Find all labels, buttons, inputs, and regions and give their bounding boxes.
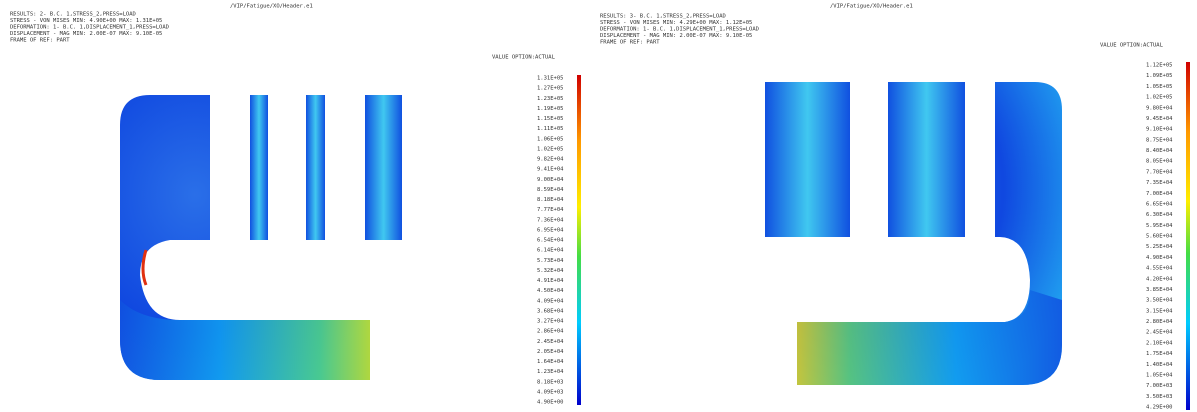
scale-label: 4.90E+04 — [1146, 255, 1173, 261]
legend-label: VALUE OPTION:ACTUAL — [1100, 43, 1164, 49]
scale-label: 4.90E+00 — [537, 400, 564, 406]
scale-label: 6.95E+04 — [537, 227, 564, 233]
scale-label: 1.23E+04 — [537, 369, 564, 375]
scale-label: 1.31E+05 — [537, 76, 564, 82]
scale-label: 8.18E+04 — [537, 197, 564, 203]
scale-label: 1.12E+05 — [1146, 63, 1173, 69]
scale-label: 2.80E+04 — [1146, 319, 1173, 325]
scale-label: 6.54E+04 — [537, 238, 564, 244]
scale-label: 2.05E+04 — [537, 349, 564, 355]
scale-label: 2.45E+04 — [1146, 330, 1173, 336]
scale-label: 1.27E+05 — [537, 86, 564, 92]
scale-label: 6.65E+04 — [1146, 201, 1173, 207]
plot-title: /VIP/Fatigue/XO/Header.e1 — [830, 4, 913, 10]
scale-label: 8.18E+03 — [537, 379, 564, 385]
scale-label: 2.10E+04 — [1146, 340, 1173, 346]
scale-label: 9.41E+04 — [537, 167, 564, 173]
scale-label: 4.20E+04 — [1146, 276, 1173, 282]
scale-label: 8.59E+04 — [537, 187, 564, 193]
scale-label: 9.82E+04 — [537, 157, 564, 163]
part-slab — [765, 82, 850, 237]
scale-label: 4.55E+04 — [1146, 266, 1173, 272]
part-slab — [888, 82, 965, 237]
part-arm — [797, 290, 1062, 385]
scale-label: 3.15E+04 — [1146, 308, 1173, 314]
scale-label: 7.35E+04 — [1146, 180, 1173, 186]
scale-label: 9.45E+04 — [1146, 116, 1173, 122]
hot-spot — [143, 250, 146, 285]
scale-label: 7.77E+04 — [537, 207, 564, 213]
scale-label: 5.32E+04 — [537, 268, 564, 274]
scale-label: 1.02E+05 — [537, 146, 564, 152]
scale-label: 1.15E+05 — [537, 116, 564, 122]
page: /VIP/Fatigue/XO/Header.e1 RESULTS: 2- B.C… — [0, 0, 1197, 412]
scale-label: 7.00E+04 — [1146, 191, 1173, 197]
legend-label: VALUE OPTION:ACTUAL — [492, 55, 556, 61]
scale-label: 4.09E+03 — [537, 389, 564, 395]
scale-label: 1.05E+04 — [1146, 372, 1173, 378]
scale-label: 1.75E+04 — [1146, 351, 1173, 357]
scale-label: 6.30E+04 — [1146, 212, 1173, 218]
scale-label: 8.75E+04 — [1146, 137, 1173, 143]
scale-label: 4.09E+04 — [537, 298, 564, 304]
plot-title: /VIP/Fatigue/XO/Header.e1 — [230, 4, 313, 10]
scale-label: 7.70E+04 — [1146, 169, 1173, 175]
part-slab — [306, 95, 325, 240]
scale-label: 1.02E+05 — [1146, 95, 1173, 101]
scale-label: 3.50E+03 — [1146, 394, 1173, 400]
header-line: RESULTS: 3- B.C. 1,STRESS_2,PRESS=LOAD — [600, 14, 726, 20]
part-slab — [365, 95, 402, 240]
part-arm — [120, 300, 370, 380]
color-bar — [1186, 62, 1190, 410]
scale-label: 1.11E+05 — [537, 126, 564, 132]
scale-label: 4.29E+00 — [1146, 405, 1173, 411]
scale-label: 3.27E+04 — [537, 319, 564, 325]
scale-label: 1.05E+05 — [1146, 84, 1173, 90]
scale-label: 6.14E+04 — [537, 248, 564, 254]
scale-label: 5.95E+04 — [1146, 223, 1173, 229]
scale-label: 4.91E+04 — [537, 278, 564, 284]
scale-label: 9.10E+04 — [1146, 127, 1173, 133]
header-line: DISPLACEMENT - MAG MIN: 2.00E-07 MAX: 9.… — [600, 33, 752, 39]
header-line: STRESS - VON MISES MIN: 4.29E+00 MAX: 1.… — [600, 20, 752, 26]
header-line: DEFORMATION: 1- B.C. 1,DISPLACEMENT_1,PR… — [600, 27, 759, 33]
header-line: STRESS - VON MISES MIN: 4.90E+00 MAX: 1.… — [10, 18, 162, 24]
scale-label: 3.50E+04 — [1146, 298, 1173, 304]
scale-label: 8.05E+04 — [1146, 159, 1173, 165]
scale-label: 1.23E+05 — [537, 96, 564, 102]
scale-label: 8.40E+04 — [1146, 148, 1173, 154]
scale-label: 9.80E+04 — [1146, 105, 1173, 111]
scale-label: 2.45E+04 — [537, 339, 564, 345]
header-line: RESULTS: 2- B.C. 1,STRESS_2,PRESS=LOAD — [10, 12, 136, 18]
right-model — [765, 62, 1190, 410]
header-line: DISPLACEMENT - MAG MIN: 2.00E-07 MAX: 9.… — [10, 31, 162, 37]
scale-label: 5.60E+04 — [1146, 234, 1173, 240]
scale-label: 1.64E+04 — [537, 359, 564, 365]
part-slab — [250, 95, 268, 240]
scale-label: 1.09E+05 — [1146, 73, 1173, 79]
header-line: DEFORMATION: 1- B.C. 1,DISPLACEMENT_1,PR… — [10, 25, 169, 31]
screenshot: /VIP/Fatigue/XO/Header.e1 RESULTS: 2- B.C… — [0, 0, 1197, 412]
left-model — [120, 75, 581, 405]
scale-label: 7.36E+04 — [537, 217, 564, 223]
scale-label: 4.50E+04 — [537, 288, 564, 294]
scale-label: 1.19E+05 — [537, 106, 564, 112]
scale-label: 5.25E+04 — [1146, 244, 1173, 250]
header-line: FRAME OF REF: PART — [10, 38, 70, 44]
scale-label: 1.06E+05 — [537, 136, 564, 142]
scale-label: 2.86E+04 — [537, 329, 564, 335]
scale-label: 3.85E+04 — [1146, 287, 1173, 293]
scale-label: 9.00E+04 — [537, 177, 564, 183]
scale-label: 7.00E+03 — [1146, 383, 1173, 389]
scale-label: 5.73E+04 — [537, 258, 564, 264]
color-bar — [577, 75, 581, 405]
scale-label: 3.68E+04 — [537, 308, 564, 314]
scale-label: 1.40E+04 — [1146, 362, 1173, 368]
header-line: FRAME OF REF: PART — [600, 40, 660, 46]
